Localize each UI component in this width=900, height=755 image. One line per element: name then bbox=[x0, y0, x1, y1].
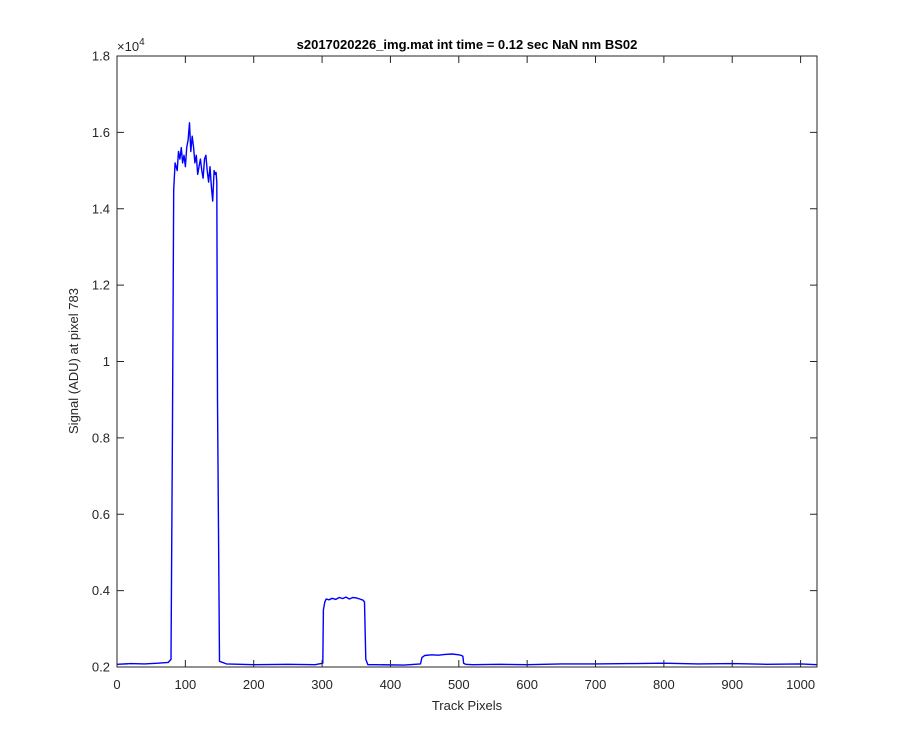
x-tick-label: 900 bbox=[721, 677, 743, 692]
x-axis-ticks: 0 100 200 300 400 500 600 700 800 900 1000 bbox=[113, 56, 815, 692]
y-tick-label: 1.4 bbox=[92, 201, 110, 216]
y-tick-label: 0.4 bbox=[92, 583, 110, 598]
x-tick-label: 300 bbox=[311, 677, 333, 692]
x-tick-label: 800 bbox=[653, 677, 675, 692]
y-tick-label: 1.2 bbox=[92, 278, 110, 293]
x-tick-label: 500 bbox=[448, 677, 470, 692]
y-tick-label: 1 bbox=[103, 354, 110, 369]
y-axis-exponent-base: ×10 bbox=[117, 39, 139, 54]
y-tick-label: 0.2 bbox=[92, 660, 110, 675]
x-tick-label: 600 bbox=[516, 677, 538, 692]
x-tick-label: 400 bbox=[380, 677, 402, 692]
y-tick-label: 1.6 bbox=[92, 125, 110, 140]
x-tick-label: 200 bbox=[243, 677, 265, 692]
x-tick-label: 1000 bbox=[786, 677, 815, 692]
x-tick-label: 0 bbox=[113, 677, 120, 692]
axes-background bbox=[117, 56, 817, 667]
x-tick-label: 100 bbox=[175, 677, 197, 692]
y-axis-ticks: 0.2 0.4 0.6 0.8 1 1.2 1.4 1.6 1.8 bbox=[92, 49, 817, 675]
series-layer bbox=[116, 122, 818, 666]
x-axis-label: Track Pixels bbox=[432, 698, 503, 713]
y-axis-label: Signal (ADU) at pixel 783 bbox=[66, 288, 81, 434]
y-tick-label: 0.6 bbox=[92, 507, 110, 522]
y-axis-exponent: ×104 bbox=[117, 37, 145, 54]
y-tick-label: 0.8 bbox=[92, 430, 110, 445]
y-tick-label: 1.8 bbox=[92, 49, 110, 64]
chart-title: s2017020226_img.mat int time = 0.12 sec … bbox=[297, 37, 638, 52]
y-axis-exponent-power: 4 bbox=[139, 37, 145, 48]
series-line bbox=[116, 122, 818, 666]
x-tick-label: 700 bbox=[585, 677, 607, 692]
